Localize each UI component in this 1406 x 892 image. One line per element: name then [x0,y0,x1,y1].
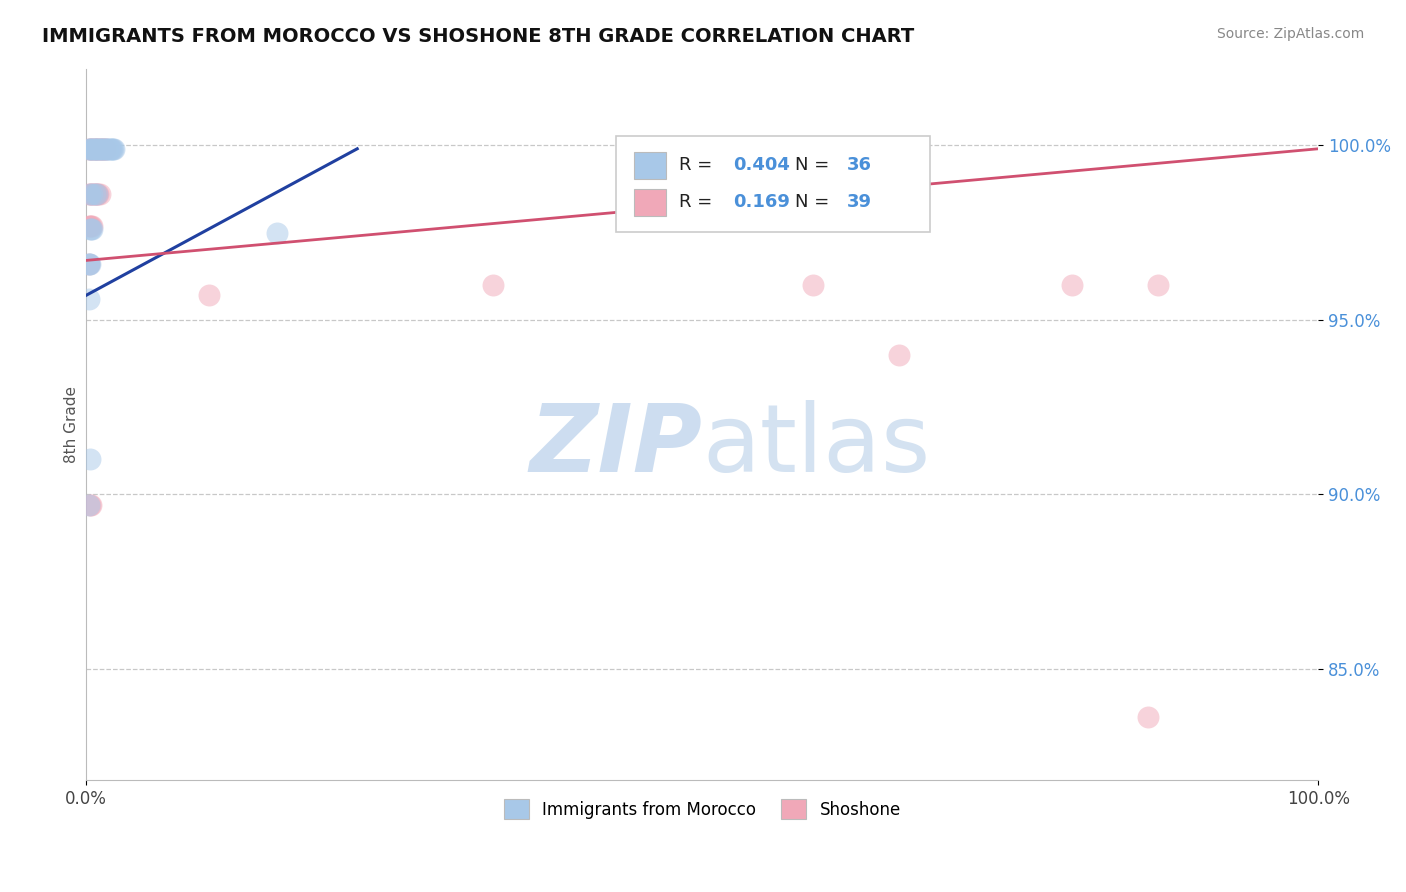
Point [84,187,107,202]
Point [89,142,111,156]
Point [87,187,110,202]
Point [79,187,101,202]
Point [79,142,101,156]
Point [83,187,105,202]
Point [82,187,104,202]
Legend: Immigrants from Morocco, Shoshone: Immigrants from Morocco, Shoshone [498,793,907,825]
Point [86,142,108,156]
Point [82,222,104,236]
Point [79,257,101,271]
Point [266,226,288,240]
Point [84,142,107,156]
Point [87,142,110,156]
Text: N =: N = [794,156,835,174]
Point [481,277,503,292]
Point [82,187,104,202]
Text: N =: N = [794,194,835,211]
Point [77,292,100,306]
Point [96,142,118,156]
Text: 36: 36 [846,156,872,174]
Point [100,142,122,156]
Point [80,222,103,236]
Point [77,142,100,156]
Point [90,142,112,156]
Text: IMMIGRANTS FROM MOROCCO VS SHOSHONE 8TH GRADE CORRELATION CHART: IMMIGRANTS FROM MOROCCO VS SHOSHONE 8TH … [42,27,914,45]
Point [86,187,108,202]
Point [90,142,112,156]
Point [77,187,100,202]
Point [889,348,911,362]
Point [103,142,125,156]
Text: ZIP: ZIP [529,400,702,491]
Point [80,219,103,233]
Point [198,288,221,302]
Point [1137,710,1160,724]
Point [79,452,101,467]
Point [103,142,125,156]
Point [94,142,117,156]
FancyBboxPatch shape [634,152,666,178]
Point [98,142,121,156]
Point [801,277,824,292]
Point [80,498,103,512]
Point [87,142,110,156]
Point [79,498,101,512]
Text: R =: R = [679,156,718,174]
Point [91,142,114,156]
Text: atlas: atlas [702,400,931,491]
FancyBboxPatch shape [616,136,931,232]
Point [77,219,100,233]
Point [79,187,101,202]
Point [77,257,100,271]
Y-axis label: 8th Grade: 8th Grade [65,386,79,463]
Point [86,187,108,202]
Point [79,222,101,236]
Point [89,187,111,202]
Point [77,257,100,271]
Text: 39: 39 [846,194,872,211]
Point [82,142,104,156]
Point [89,142,111,156]
Point [1147,277,1170,292]
Point [77,142,100,156]
Point [93,142,115,156]
Point [80,142,103,156]
Point [80,142,103,156]
Point [84,142,107,156]
Point [83,142,105,156]
Point [83,142,105,156]
Point [93,142,115,156]
Point [83,187,105,202]
Point [91,142,114,156]
Point [93,142,115,156]
Point [80,187,103,202]
Point [83,142,105,156]
Text: R =: R = [679,194,724,211]
Point [79,219,101,233]
Point [93,142,115,156]
Point [101,142,124,156]
Point [82,142,104,156]
Point [83,187,105,202]
Text: 0.404: 0.404 [733,156,790,174]
FancyBboxPatch shape [634,189,666,216]
Point [1060,277,1083,292]
Text: 0.169: 0.169 [733,194,790,211]
Point [83,142,105,156]
Point [77,257,100,271]
Point [77,498,100,512]
Point [97,142,120,156]
Point [86,142,108,156]
Point [94,142,117,156]
Point [79,142,101,156]
Text: Source: ZipAtlas.com: Source: ZipAtlas.com [1216,27,1364,41]
Point [82,219,104,233]
